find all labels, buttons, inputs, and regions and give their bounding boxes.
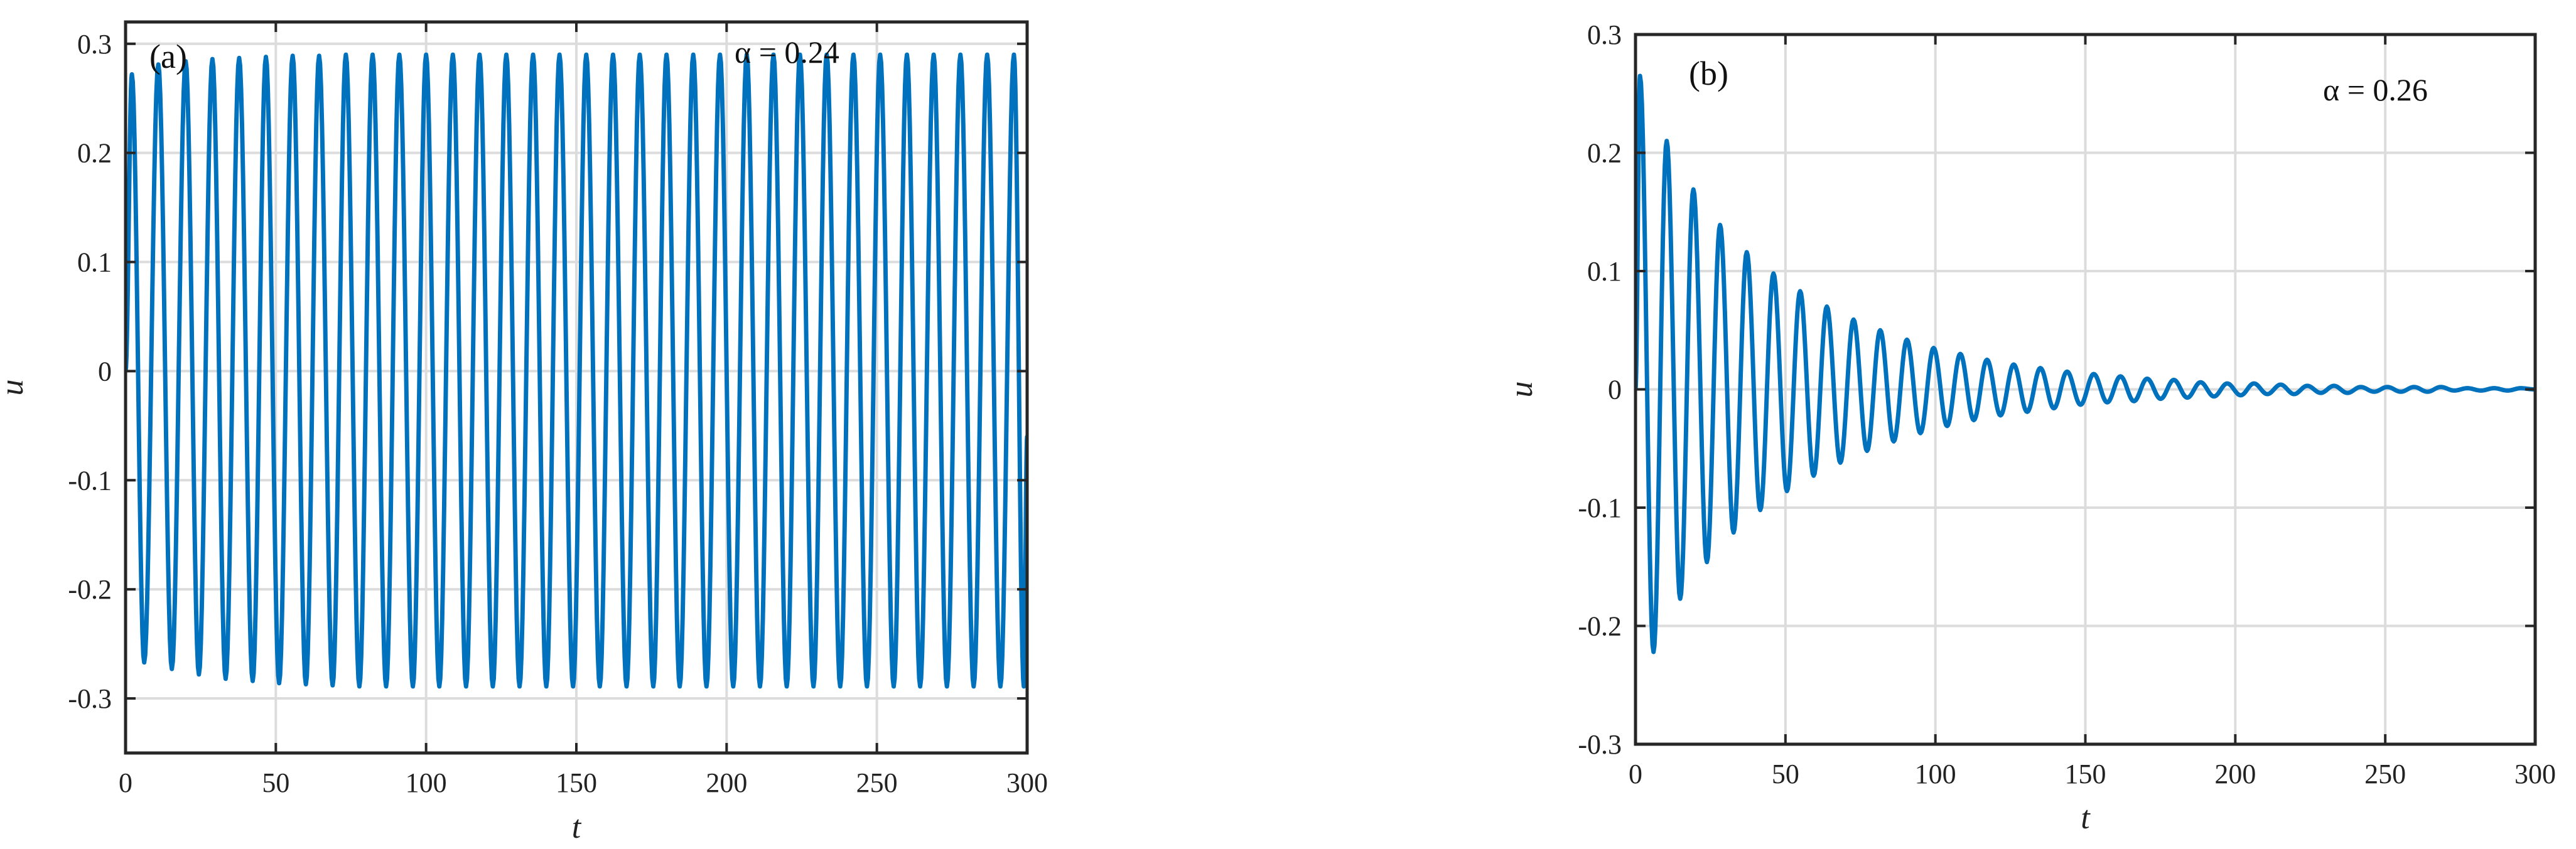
chart-panel-a: 0 50 100 150 200 250 300 0.3 0.2 0.1 0 -0.1 -0.2 -0.3… xyxy=(0,20,1048,845)
y-tick-label: 0 xyxy=(98,356,112,387)
x-tick-label: 100 xyxy=(1915,759,1956,789)
panel-label: (b) xyxy=(1689,55,1728,92)
x-tick-label: 250 xyxy=(2364,759,2406,789)
parameter-annotation: α = 0.24 xyxy=(735,35,839,70)
x-tick-label: 150 xyxy=(556,767,597,798)
x-tick-label: 50 xyxy=(262,767,289,798)
y-tick-label: 0.2 xyxy=(1587,138,1622,169)
panel-label: (a) xyxy=(149,38,187,75)
series-line-b-0 xyxy=(1636,73,2535,654)
x-tick-label: 200 xyxy=(706,767,747,798)
x-tick-label: 100 xyxy=(406,767,447,798)
y-tick-label: 0 xyxy=(1608,375,1622,405)
x-tick-label: 300 xyxy=(2514,759,2556,789)
chart-panel-b: 0 50 100 150 200 250 300 0.3 0.2 0.1 0 -0.1 -0.2 -0.3… xyxy=(1504,19,2556,836)
y-tick-label: 0.3 xyxy=(77,29,112,60)
x-tick-label: 300 xyxy=(1006,767,1048,798)
y-tick-label: -0.2 xyxy=(68,574,112,605)
y-axis-label: u xyxy=(0,380,30,396)
series-line-a-0 xyxy=(126,52,1027,689)
x-tick-label: 150 xyxy=(2065,759,2106,789)
y-tick-label: -0.3 xyxy=(1578,729,1622,760)
x-tick-label: 50 xyxy=(1772,759,1799,789)
y-axis-label: u xyxy=(1504,382,1539,398)
parameter-annotation: α = 0.26 xyxy=(2323,72,2428,107)
y-tick-label: -0.2 xyxy=(1578,611,1622,642)
x-axis-label: t xyxy=(2081,800,2091,836)
x-tick-label: 250 xyxy=(856,767,898,798)
y-tick-label: 0.1 xyxy=(77,247,112,278)
y-tick-label: -0.1 xyxy=(1578,493,1622,523)
x-tick-label: 0 xyxy=(1629,759,1642,789)
x-tick-label: 200 xyxy=(2214,759,2256,789)
y-tick-label: -0.3 xyxy=(68,683,112,714)
y-tick-label: 0.2 xyxy=(77,138,112,169)
x-axis-label: t xyxy=(572,809,582,845)
y-tick-label: -0.1 xyxy=(68,465,112,496)
x-tick-label: 0 xyxy=(119,767,132,798)
y-tick-label: 0.3 xyxy=(1587,19,1622,50)
y-tick-label: 0.1 xyxy=(1587,256,1622,287)
